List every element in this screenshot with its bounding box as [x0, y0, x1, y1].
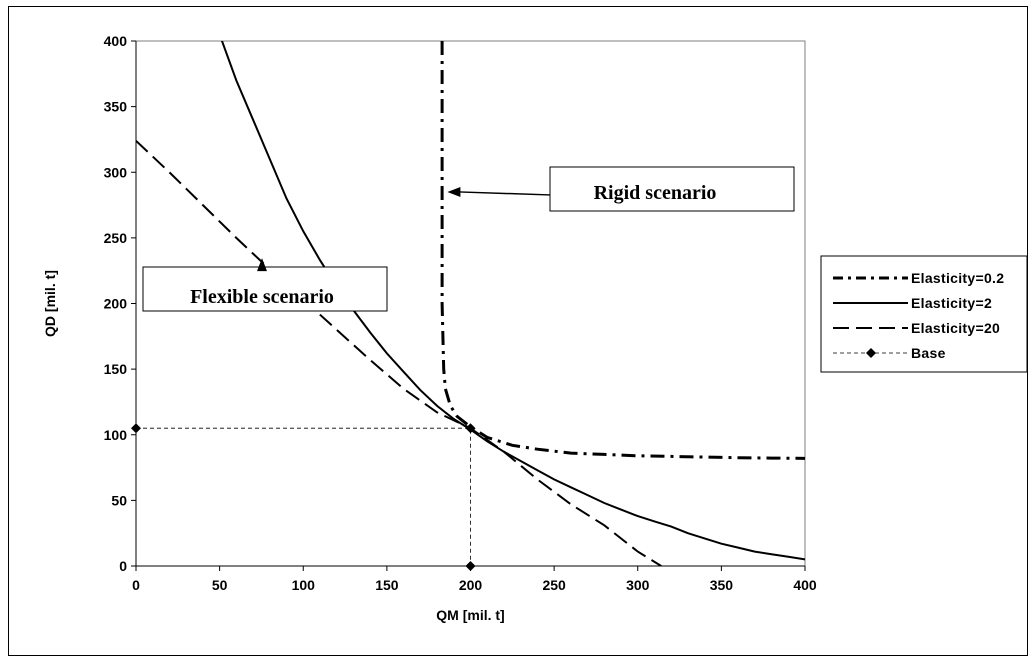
y-tick-label: 300: [104, 164, 128, 180]
y-tick-label: 100: [104, 427, 128, 443]
legend: Elasticity=0.2 Elasticity=2 Elasticity=20 B…: [820, 255, 1028, 373]
y-tick-label: 150: [104, 361, 128, 377]
y-tick-label: 50: [111, 492, 127, 508]
arrowhead-rigid: [447, 186, 461, 197]
annotations: Rigid scenario Flexible scenario: [142, 166, 795, 312]
y-axis-title: QD [mil. t]: [42, 270, 58, 337]
annotation-box-rigid: [549, 166, 795, 212]
x-tick-label: 350: [710, 577, 734, 593]
x-tick-label: 250: [542, 577, 566, 593]
x-tick-label: 300: [626, 577, 650, 593]
annotation-arrow-rigid: [459, 191, 551, 196]
y-tick-label: 350: [104, 99, 128, 115]
legend-label: Elasticity=2: [911, 295, 992, 311]
annotation-text-flexible: Flexible scenario: [190, 286, 334, 308]
legend-label: Elasticity=0.2: [911, 270, 1004, 286]
arrowhead-flexible: [257, 258, 267, 272]
annotation-box-flexible: [142, 266, 388, 312]
legend-label: Base: [911, 345, 946, 361]
annotation-text-rigid: Rigid scenario: [594, 182, 717, 204]
series-line-elasticity-0-2: [440, 41, 805, 460]
base-marker: [131, 423, 141, 434]
base-marker: [465, 423, 476, 434]
x-axis-title: QM [mil. t]: [436, 607, 504, 623]
legend-label: Elasticity=20: [911, 320, 1000, 336]
y-tick-label: 200: [104, 296, 128, 312]
x-tick-label: 50: [212, 577, 228, 593]
y-tick-label: 250: [104, 230, 128, 246]
x-tick-label: 150: [375, 577, 399, 593]
series-line-elasticity-2: [220, 41, 805, 561]
tick-labels: 0 50 100 150 200 250 300 350 400 0 50 100 150 200 250 3…: [42, 33, 817, 623]
series-line-base: [136, 427, 471, 566]
legend-box: [820, 255, 1028, 373]
legend-marker: [866, 348, 876, 358]
x-tick-label: 400: [793, 577, 817, 593]
y-tick-label: 0: [119, 558, 127, 574]
y-tick-label: 400: [104, 33, 128, 49]
series-lines: [131, 41, 805, 571]
series-line-elasticity-20: [136, 140, 662, 566]
x-tick-label: 0: [132, 577, 140, 593]
base-marker: [465, 561, 476, 571]
x-tick-label: 200: [459, 577, 483, 593]
x-tick-label: 100: [292, 577, 316, 593]
